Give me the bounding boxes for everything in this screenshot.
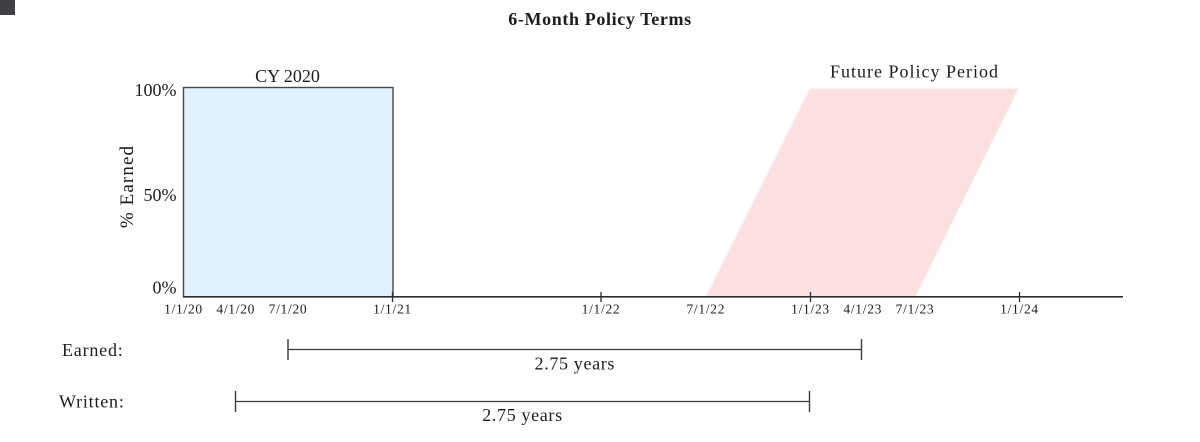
svg-text:1/1/20: 1/1/20 — [164, 301, 203, 316]
svg-text:2.75 years: 2.75 years — [482, 405, 562, 425]
svg-text:1/1/23: 1/1/23 — [791, 301, 830, 316]
svg-text:7/1/23: 7/1/23 — [896, 301, 935, 316]
svg-text:1/1/21: 1/1/21 — [373, 301, 412, 316]
svg-text:2.75 years: 2.75 years — [535, 354, 615, 374]
svg-text:50%: 50% — [144, 185, 177, 205]
svg-text:7/1/20: 7/1/20 — [269, 301, 308, 316]
svg-text:Future Policy Period: Future Policy Period — [830, 62, 999, 82]
svg-text:4/1/20: 4/1/20 — [216, 301, 255, 316]
svg-text:0%: 0% — [153, 278, 177, 298]
svg-text:Earned:: Earned: — [62, 340, 124, 360]
svg-text:4/1/23: 4/1/23 — [843, 301, 882, 316]
svg-text:% Earned: % Earned — [117, 145, 138, 228]
svg-text:Written:: Written: — [59, 392, 125, 412]
svg-text:6-Month Policy Terms: 6-Month Policy Terms — [508, 9, 691, 29]
svg-text:1/1/24: 1/1/24 — [1000, 301, 1039, 316]
svg-text:100%: 100% — [135, 80, 177, 100]
svg-text:1/1/22: 1/1/22 — [582, 301, 621, 316]
svg-text:CY 2020: CY 2020 — [255, 66, 320, 86]
svg-text:7/1/22: 7/1/22 — [686, 301, 725, 316]
